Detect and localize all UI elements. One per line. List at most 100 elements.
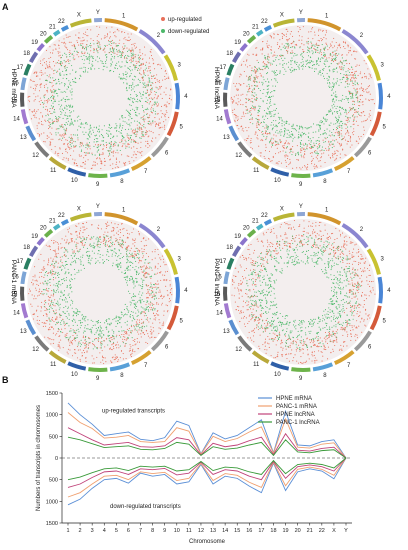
down-dot: [56, 82, 58, 84]
down-dot: [295, 130, 298, 132]
up-dot: [48, 327, 51, 329]
up-dot: [121, 140, 123, 142]
down-dot: [121, 61, 123, 63]
down-dot: [312, 51, 314, 53]
down-dot: [311, 64, 314, 67]
down-dot: [96, 130, 99, 132]
down-dot: [41, 102, 43, 104]
circos-legend: up-regulated down-regulated: [161, 17, 209, 35]
down-dot: [135, 136, 137, 138]
up-dot: [351, 71, 353, 74]
down-dot: [134, 328, 136, 330]
down-dot: [57, 274, 59, 277]
chromosome-label: 14: [13, 311, 20, 317]
up-dot: [250, 78, 252, 80]
chromosome-band: [109, 168, 131, 178]
down-dot: [137, 128, 139, 130]
up-dot: [143, 315, 145, 317]
down-dot: [134, 65, 136, 67]
chromosome-label: 3: [380, 62, 384, 68]
up-dot: [276, 141, 278, 143]
up-dot: [149, 114, 151, 116]
up-dot: [368, 91, 370, 93]
down-dot: [318, 146, 320, 149]
up-dot: [93, 51, 95, 53]
up-dot: [151, 111, 153, 113]
up-dot: [162, 279, 165, 281]
up-dot: [45, 313, 47, 315]
up-dot: [110, 144, 112, 146]
down-dot: [63, 290, 66, 292]
up-dot: [53, 44, 55, 46]
down-dot: [112, 243, 114, 246]
up-dot: [105, 144, 108, 146]
down-dot: [53, 289, 55, 291]
up-dot: [349, 68, 351, 70]
down-dot: [98, 67, 100, 69]
down-dot: [314, 68, 316, 70]
down-dot: [145, 64, 147, 66]
down-dot: [289, 69, 292, 71]
down-dot: [308, 132, 310, 134]
down-dot: [248, 77, 250, 79]
up-dot: [52, 138, 54, 140]
down-dot: [102, 254, 104, 256]
down-dot: [139, 81, 141, 84]
down-dot: [347, 70, 349, 72]
up-dot: [77, 349, 79, 351]
down-dot: [64, 123, 66, 126]
down-dot: [262, 76, 264, 78]
down-dot: [307, 136, 309, 138]
down-dot: [71, 122, 73, 124]
up-dot: [343, 137, 345, 140]
up-dot: [74, 58, 76, 60]
down-dot: [60, 110, 62, 113]
down-dot: [258, 105, 260, 107]
up-dot: [45, 320, 47, 322]
down-dot: [352, 97, 354, 99]
down-dot: [119, 322, 121, 324]
down-dot: [111, 242, 113, 244]
up-dot: [98, 34, 100, 36]
down-dot: [101, 332, 103, 334]
down-dot: [71, 98, 73, 100]
down-dot: [325, 65, 327, 67]
down-dot: [130, 302, 132, 304]
up-dot: [349, 146, 351, 148]
up-dot: [164, 115, 166, 117]
up-dot: [135, 154, 137, 156]
down-dot: [336, 62, 338, 65]
up-dot: [69, 35, 71, 37]
down-dot: [57, 272, 60, 274]
up-dot: [273, 54, 275, 56]
up-dot: [50, 112, 52, 115]
up-dot: [57, 120, 59, 122]
down-dot: [108, 40, 110, 43]
down-dot: [52, 122, 54, 124]
up-dot: [240, 117, 242, 119]
up-dot: [346, 76, 349, 78]
down-dot: [290, 63, 292, 65]
chromosome-band: [377, 82, 383, 110]
up-dot: [140, 128, 142, 130]
down-dot: [113, 318, 115, 320]
down-dot: [87, 58, 89, 61]
down-dot: [335, 83, 337, 85]
down-dot: [61, 104, 63, 106]
down-dot: [116, 45, 118, 47]
down-dot: [335, 55, 337, 57]
up-dot: [157, 303, 159, 305]
up-dot: [57, 155, 59, 157]
down-dot: [96, 151, 98, 153]
down-dot: [89, 56, 91, 58]
down-dot: [127, 311, 129, 313]
down-dot: [348, 71, 351, 73]
down-dot: [340, 100, 342, 102]
down-dot: [58, 104, 60, 106]
down-dot: [61, 99, 63, 101]
down-dot: [266, 127, 268, 129]
up-dot: [65, 139, 67, 141]
down-dot: [140, 300, 142, 302]
up-dot: [312, 158, 314, 160]
down-dot: [127, 275, 129, 277]
